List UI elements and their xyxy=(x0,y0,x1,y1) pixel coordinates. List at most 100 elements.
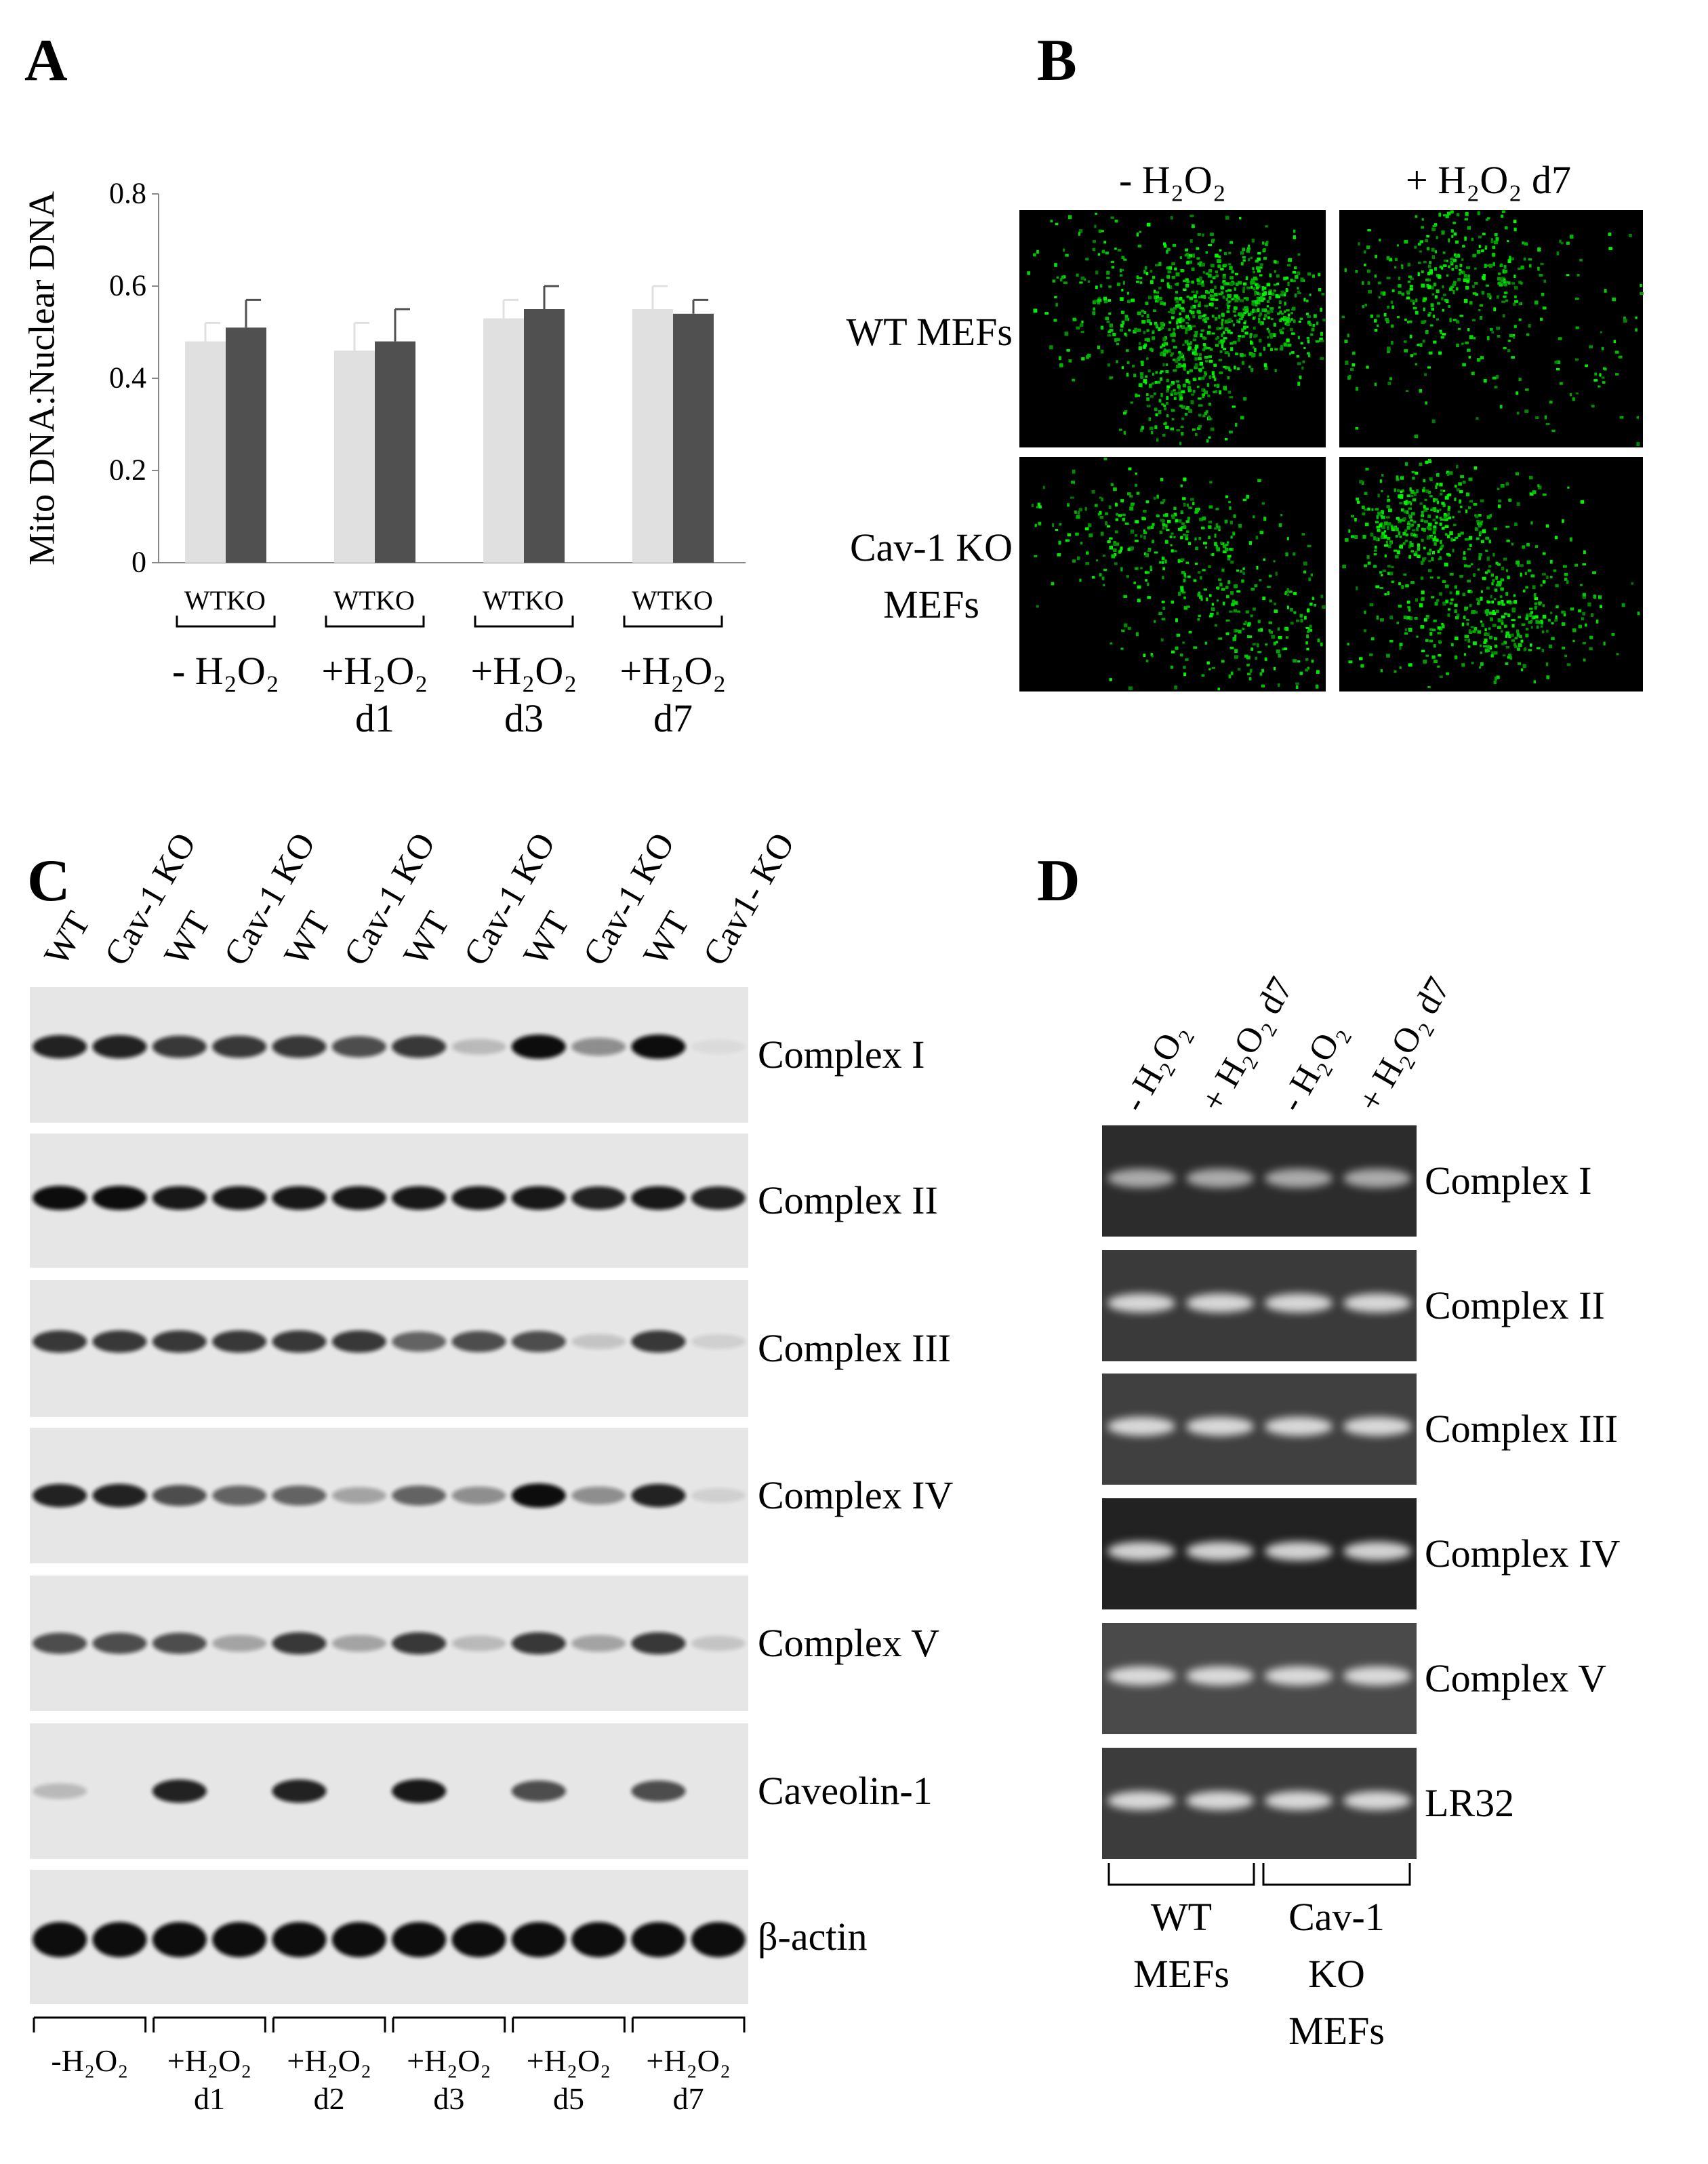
speckle xyxy=(1276,649,1280,654)
speckle xyxy=(1241,312,1246,316)
speckle xyxy=(1196,310,1201,314)
speckle xyxy=(1429,628,1433,631)
speckle xyxy=(1161,618,1166,621)
speckle xyxy=(1608,233,1612,236)
speckle xyxy=(1554,619,1558,622)
speckle xyxy=(1147,549,1151,553)
speckle xyxy=(1499,595,1503,598)
band xyxy=(272,1921,327,1957)
speckle xyxy=(1307,608,1310,613)
speckle xyxy=(1154,380,1158,384)
speckle xyxy=(1534,597,1539,601)
speckle xyxy=(1459,505,1463,508)
speckle xyxy=(1523,648,1526,652)
speckle xyxy=(1528,324,1531,328)
speckle xyxy=(1200,526,1205,529)
speckle xyxy=(1181,355,1185,359)
speckle xyxy=(1186,406,1190,409)
speckle xyxy=(1181,432,1184,436)
speckle xyxy=(1602,381,1606,384)
speckle xyxy=(1184,254,1189,257)
speckle xyxy=(1412,302,1415,305)
speckle xyxy=(1139,281,1143,284)
speckle xyxy=(1417,243,1421,246)
speckle xyxy=(1227,580,1231,584)
speckle xyxy=(1368,289,1372,294)
speckle xyxy=(1482,274,1486,277)
speckle xyxy=(1443,489,1446,492)
group-bracket xyxy=(152,2016,266,2032)
band xyxy=(92,1186,147,1211)
speckle xyxy=(1511,542,1514,546)
speckle xyxy=(1180,396,1183,400)
band xyxy=(392,1779,447,1803)
speckle xyxy=(1149,383,1152,388)
speckle xyxy=(1231,270,1234,274)
speckle xyxy=(1450,260,1452,264)
speckle xyxy=(1396,244,1400,247)
speckle xyxy=(1184,331,1188,334)
speckle xyxy=(1423,618,1427,622)
speckle xyxy=(1365,467,1369,470)
speckle xyxy=(1488,627,1491,630)
band xyxy=(92,1921,147,1957)
speckle xyxy=(1234,655,1238,659)
speckle xyxy=(1183,477,1187,481)
speckle xyxy=(1538,620,1541,624)
speckle xyxy=(1178,591,1181,596)
speckle xyxy=(1251,353,1255,358)
series-label: WT xyxy=(482,585,525,616)
speckle xyxy=(1505,569,1508,572)
speckle xyxy=(1390,300,1394,304)
speckle xyxy=(1603,641,1606,645)
speckle xyxy=(1427,552,1431,555)
speckle xyxy=(1535,416,1539,419)
speckle xyxy=(1194,537,1197,541)
speckle xyxy=(1199,595,1203,599)
speckle xyxy=(1516,560,1520,565)
speckle xyxy=(1146,405,1151,407)
speckle xyxy=(1401,266,1404,270)
speckle xyxy=(1221,325,1224,329)
speckle xyxy=(1286,323,1290,326)
speckle xyxy=(1459,499,1462,503)
speckle xyxy=(1473,627,1478,630)
speckle xyxy=(1241,579,1244,583)
speckle xyxy=(1477,522,1480,525)
speckle xyxy=(1146,222,1151,227)
speckle xyxy=(1150,395,1154,398)
speckle xyxy=(1451,268,1455,271)
speckle xyxy=(1208,668,1211,670)
speckle xyxy=(1376,615,1379,620)
speckle xyxy=(1453,233,1457,236)
gel-band xyxy=(1186,1791,1254,1810)
speckle xyxy=(1542,573,1546,576)
speckle xyxy=(1228,430,1233,434)
speckle xyxy=(1305,627,1309,630)
speckle xyxy=(1286,537,1289,540)
speckle xyxy=(1350,515,1355,518)
speckle xyxy=(1457,488,1460,492)
speckle xyxy=(1081,357,1085,361)
speckle xyxy=(1295,682,1299,685)
speckle xyxy=(1099,516,1104,519)
speckle xyxy=(1208,269,1213,273)
speckle xyxy=(1193,646,1198,649)
speckle xyxy=(1467,506,1471,510)
speckle xyxy=(1463,551,1466,555)
speckle xyxy=(1162,567,1165,571)
speckle xyxy=(1138,342,1141,345)
speckle xyxy=(1436,538,1439,542)
speckle xyxy=(1171,390,1173,394)
speckle xyxy=(1185,537,1189,540)
speckle xyxy=(1209,348,1213,351)
speckle xyxy=(1436,236,1438,239)
speckle xyxy=(1478,245,1481,248)
speckle xyxy=(1287,343,1292,347)
speckle xyxy=(1484,571,1488,574)
blot-label: LR32 xyxy=(1425,1781,1515,1826)
speckle xyxy=(1179,296,1183,301)
speckle xyxy=(1447,473,1450,476)
speckle xyxy=(1196,385,1200,388)
speckle xyxy=(1285,552,1288,557)
